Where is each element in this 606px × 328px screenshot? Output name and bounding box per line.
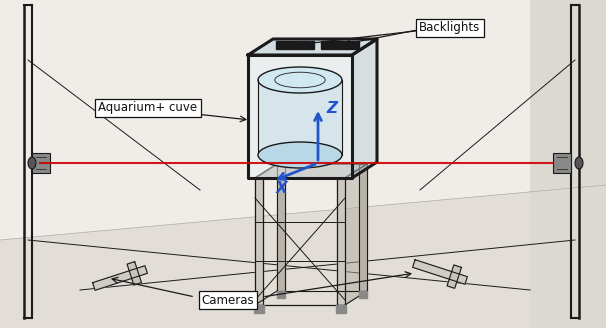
Polygon shape — [277, 291, 285, 298]
Polygon shape — [337, 178, 345, 305]
Text: Aquarium+ cuve: Aquarium+ cuve — [98, 101, 198, 114]
Bar — [32, 153, 50, 173]
Polygon shape — [0, 185, 606, 328]
Polygon shape — [254, 305, 264, 313]
Polygon shape — [352, 39, 377, 178]
Polygon shape — [255, 164, 367, 178]
Bar — [553, 153, 571, 173]
Polygon shape — [248, 55, 352, 178]
Polygon shape — [255, 178, 263, 305]
Polygon shape — [93, 266, 147, 290]
Polygon shape — [276, 41, 314, 49]
Polygon shape — [413, 260, 467, 284]
Ellipse shape — [28, 157, 36, 169]
Text: Backlights: Backlights — [419, 22, 481, 34]
Polygon shape — [321, 41, 359, 49]
Text: X: X — [276, 181, 288, 196]
Polygon shape — [345, 164, 367, 305]
Polygon shape — [277, 164, 285, 291]
Polygon shape — [0, 0, 606, 240]
Polygon shape — [127, 262, 141, 285]
Polygon shape — [359, 164, 367, 291]
Ellipse shape — [575, 157, 583, 169]
Polygon shape — [447, 265, 462, 288]
Polygon shape — [359, 291, 367, 298]
Text: Z: Z — [326, 101, 337, 116]
Ellipse shape — [258, 142, 342, 168]
Polygon shape — [248, 39, 377, 55]
Polygon shape — [530, 0, 606, 328]
Polygon shape — [258, 80, 342, 155]
Polygon shape — [336, 305, 346, 313]
Ellipse shape — [258, 67, 342, 93]
Text: Cameras: Cameras — [202, 294, 255, 306]
